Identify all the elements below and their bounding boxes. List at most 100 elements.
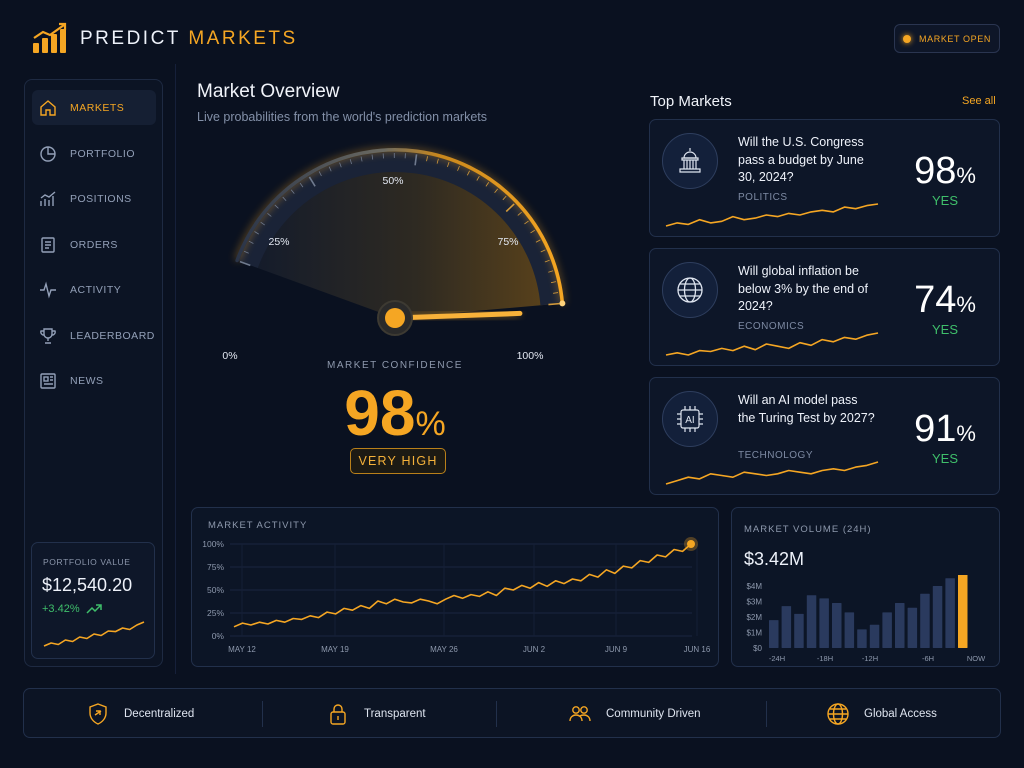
market-sparkline	[665, 461, 879, 485]
gauge-tick	[550, 281, 557, 284]
gauge-tick	[239, 260, 251, 267]
newspaper-icon	[40, 372, 56, 389]
gauge-arc	[235, 148, 565, 306]
portfolio-value-card[interactable]: PORTFOLIO VALUE $12,540.20 +3.42%	[31, 542, 155, 659]
y-tick-label: 0%	[212, 631, 225, 641]
gauge-tick	[243, 250, 249, 254]
logo-icon	[33, 22, 67, 53]
gauge-tick	[476, 175, 480, 181]
gauge-tick	[260, 221, 265, 226]
market-probability: 74%	[914, 279, 976, 321]
x-tick-label: -6H	[922, 654, 934, 663]
y-tick-label: 50%	[207, 585, 224, 595]
top-markets-title: Top Markets	[650, 93, 732, 110]
divider	[496, 701, 497, 727]
gauge-end-dot	[559, 300, 566, 307]
globe-icon	[677, 277, 703, 303]
portfolio-sparkline	[43, 621, 145, 647]
volume-bar	[869, 624, 880, 648]
sidebar-item-activity[interactable]: ACTIVITY	[32, 272, 156, 307]
document-icon	[41, 236, 55, 253]
pulse-icon	[40, 280, 56, 299]
market-activity-title: MARKET ACTIVITY	[208, 520, 308, 531]
market-question: Will global inflation be below 3% by the…	[738, 264, 868, 313]
activity-endpoint	[687, 540, 695, 548]
y-tick-label: 25%	[207, 608, 224, 618]
page-title: Market Overview	[197, 81, 340, 102]
sidebar-item-leaderboard[interactable]: LEADERBOARD	[32, 318, 156, 353]
volume-bar	[806, 595, 817, 648]
feature-global-access: Global Access	[826, 689, 937, 739]
status-dot-icon	[903, 34, 912, 43]
confidence-gauge: 0% 25% 50% 75% 100%	[222, 146, 566, 362]
market-card[interactable]: Will the U.S. Congress pass a budget by …	[649, 119, 1000, 237]
gauge-tick	[502, 195, 507, 201]
svg-text:AI: AI	[685, 415, 694, 426]
x-tick-label: MAY 26	[430, 645, 458, 654]
divider	[766, 701, 767, 727]
feature-transparent: Transparent	[326, 689, 426, 739]
volume-bar	[882, 612, 892, 648]
gauge-tick-label: 25%	[268, 236, 289, 248]
divider	[175, 64, 176, 674]
volume-bar	[857, 629, 867, 648]
gauge-tick	[548, 270, 554, 273]
x-tick-label: MAY 19	[321, 645, 349, 654]
y-tick-label: $4M	[746, 582, 762, 591]
market-sparkline	[665, 332, 879, 356]
volume-bar-current	[958, 575, 968, 648]
features-bar: Decentralized Transparent Community Driv…	[23, 688, 1001, 738]
y-tick-label: $2M	[746, 613, 762, 622]
ai-chip-icon: AI	[677, 406, 703, 432]
y-tick-label: $0	[753, 644, 762, 653]
sidebar-item-orders[interactable]: ORDERS	[32, 227, 156, 262]
gauge-tick	[274, 204, 279, 209]
gauge-tick	[318, 171, 322, 177]
lock-icon	[330, 704, 346, 725]
volume-bar	[945, 578, 955, 648]
gauge-tick	[540, 249, 546, 253]
x-tick-label: JUN 2	[523, 645, 546, 654]
market-activity-chart: 100% 75% 50% 25% 0%MAY 12 MAY 19 MAY 26 JUN 2 JU…	[202, 537, 711, 654]
gauge-tick	[267, 213, 272, 217]
portfolio-value-label: PORTFOLIO VALUE	[43, 557, 131, 567]
gauge-tick	[535, 239, 541, 243]
market-status-button[interactable]: MARKET OPEN	[894, 24, 1000, 53]
y-tick-label: 75%	[207, 562, 224, 572]
capitol-icon	[679, 148, 701, 173]
y-tick-label: 100%	[202, 539, 224, 549]
gauge-tick	[494, 188, 499, 194]
gauge-tick	[299, 182, 304, 188]
sidebar-item-markets[interactable]: MARKETS	[32, 90, 156, 125]
x-tick-label: -12H	[862, 654, 878, 663]
gauge-tick-label: 0%	[222, 350, 237, 362]
gauge-tick	[349, 159, 352, 165]
sidebar-item-news[interactable]: NEWS	[32, 363, 156, 398]
market-probability: 98%	[914, 150, 976, 192]
volume-bar	[769, 620, 779, 648]
x-tick-label: -24H	[769, 654, 785, 663]
volume-bar	[895, 603, 905, 648]
feature-decentralized: Decentralized	[86, 689, 194, 739]
volume-bar	[832, 603, 842, 648]
see-all-link[interactable]: See all	[962, 95, 996, 107]
gauge-tick	[447, 161, 450, 167]
market-card[interactable]: AI Will an AI model pass the Turing Test…	[649, 377, 1000, 495]
portfolio-value: $12,540.20	[42, 575, 133, 595]
y-tick-label: $1M	[746, 629, 762, 638]
volume-bar	[920, 593, 930, 648]
gauge-tick	[553, 292, 559, 294]
confidence-badge: VERY HIGH	[350, 448, 446, 474]
gauge-tick	[290, 189, 295, 194]
sidebar-item-portfolio[interactable]: PORTFOLIO	[32, 136, 156, 171]
gauge-tick	[466, 170, 470, 176]
market-card[interactable]: Will global inflation be below 3% by the…	[649, 248, 1000, 366]
gauge-tick	[248, 240, 254, 244]
divider	[262, 701, 263, 727]
market-category: TECHNOLOGY	[738, 450, 814, 461]
pie-chart-icon	[40, 145, 56, 162]
gauge-tick	[524, 220, 529, 225]
sidebar-item-positions[interactable]: POSITIONS	[32, 181, 156, 216]
shield-icon	[89, 703, 107, 725]
market-outcome: YES	[931, 322, 958, 337]
